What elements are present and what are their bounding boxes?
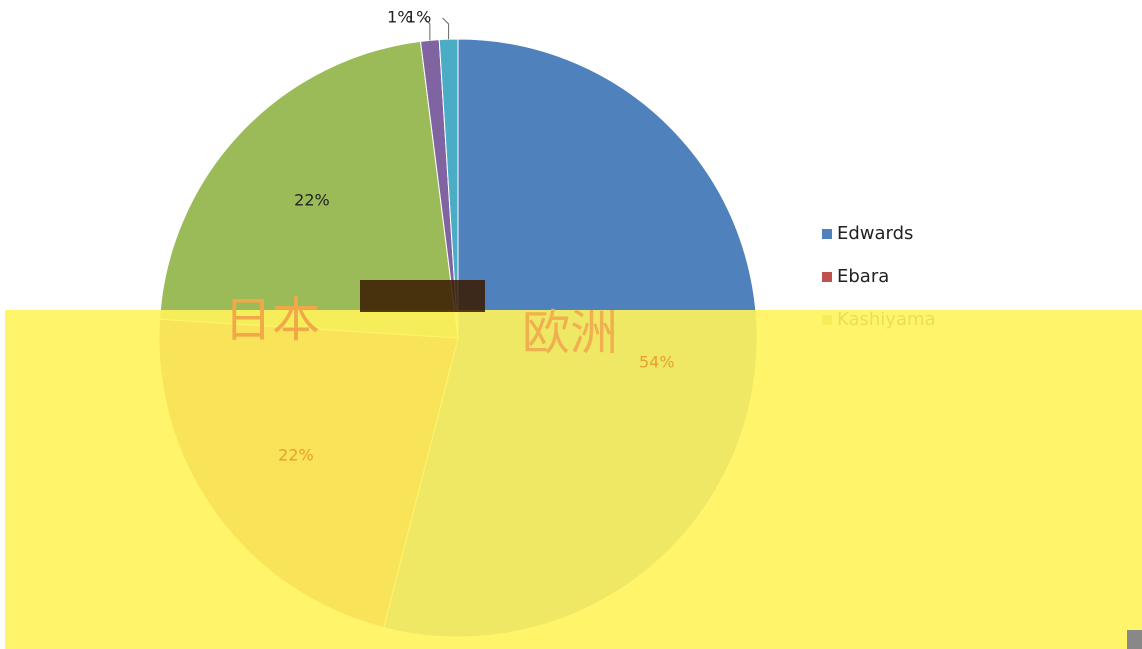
- leader-line: [442, 17, 450, 40]
- pie-slice: [438, 38, 459, 339]
- pie-slice: [159, 40, 459, 339]
- leader-line: [423, 17, 431, 41]
- data-label: 54%: [639, 353, 675, 372]
- legend-label: Ebara: [837, 266, 889, 287]
- legend-swatch: [822, 272, 832, 282]
- data-label: 1%: [387, 8, 412, 27]
- overlay: [5, 310, 1142, 649]
- scroll-corner: [1127, 630, 1142, 649]
- data-label: 22%: [294, 190, 330, 209]
- legend-swatch: [822, 229, 832, 239]
- data-label: 22%: [278, 445, 314, 464]
- data-labels: 54% 22% 22% 1%1%: [278, 8, 674, 465]
- legend-label: Edwards: [837, 223, 913, 244]
- overlay-label: 欧洲: [522, 305, 618, 361]
- overlay-artifact: [360, 280, 485, 312]
- data-label: 1%: [406, 8, 431, 27]
- overlay-label: 日本: [224, 292, 320, 348]
